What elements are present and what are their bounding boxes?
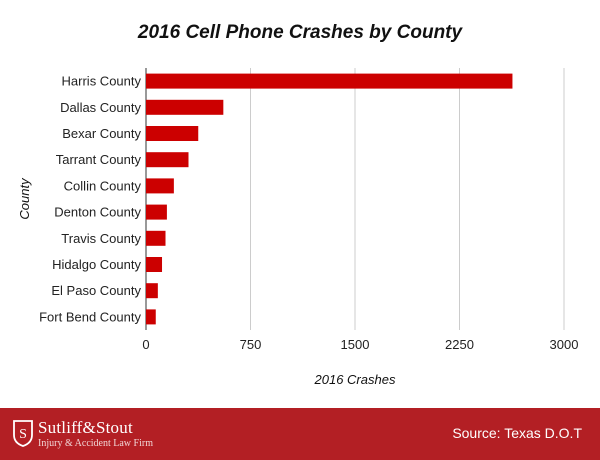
category-label: Collin County <box>64 178 142 193</box>
y-axis-title: County <box>17 177 32 220</box>
bar <box>146 204 167 220</box>
shield-s-logo-icon: S <box>13 420 33 447</box>
bar <box>146 152 189 168</box>
chart-title: 2016 Cell Phone Crashes by County <box>137 22 463 43</box>
bar <box>146 178 174 194</box>
category-label: Travis County <box>61 231 141 246</box>
bar <box>146 283 158 299</box>
svg-text:S: S <box>19 427 27 442</box>
category-label: Bexar County <box>62 126 141 141</box>
bar <box>146 309 156 325</box>
x-tick-label: 1500 <box>341 337 370 352</box>
category-label: Tarrant County <box>56 152 142 167</box>
bar <box>146 73 513 89</box>
source-credit: Source: Texas D.O.T <box>452 425 582 441</box>
bar-chart: 0 750 1500 2250 3000 Harris County Dallas Coun… <box>17 68 579 387</box>
bar <box>146 99 224 115</box>
bar <box>146 257 163 272</box>
bar <box>146 230 166 246</box>
footer-bar: S Sutliff&Stout Injury & Accident Law Fi… <box>0 408 600 460</box>
bar <box>146 126 199 141</box>
brand-tagline: Injury & Accident Law Firm <box>38 438 153 449</box>
category-label: Denton County <box>54 205 141 220</box>
x-tick-label: 750 <box>240 337 262 352</box>
category-label: Fort Bend County <box>39 309 141 324</box>
x-tick-label: 2250 <box>445 337 474 352</box>
x-axis-title: 2016 Crashes <box>314 372 396 387</box>
brand-name: Sutliff&Stout <box>38 418 133 437</box>
x-tick-label: 3000 <box>550 337 579 352</box>
category-label: Harris County <box>62 74 142 89</box>
x-tick-label: 0 <box>142 337 149 352</box>
category-label: Hidalgo County <box>52 257 141 272</box>
category-label: Dallas County <box>60 100 141 115</box>
category-label: El Paso County <box>51 283 141 298</box>
